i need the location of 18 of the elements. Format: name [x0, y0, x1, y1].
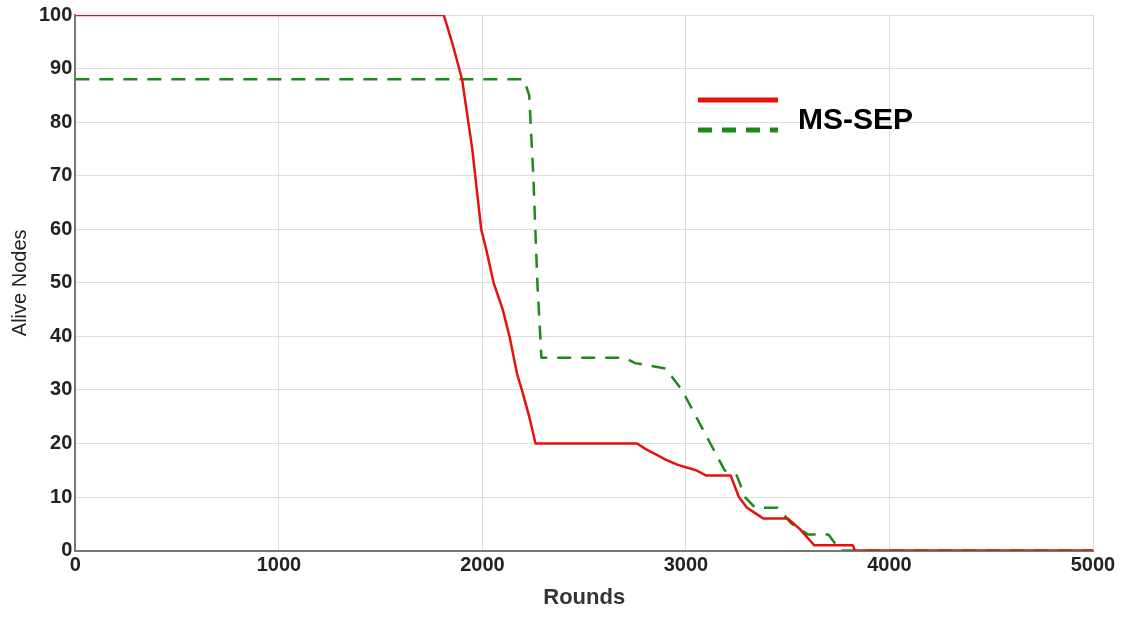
y-tick-label: 60	[50, 216, 73, 239]
x-tick-label: 3000	[663, 553, 709, 576]
x-tick-label: 2000	[460, 553, 505, 576]
y-tick-label: 10	[50, 484, 73, 507]
x-tick-label: 1000	[256, 553, 302, 576]
y-tick-label: 80	[50, 109, 73, 132]
y-tick-label: 100	[38, 2, 73, 25]
x-axis-title: Rounds	[543, 583, 626, 609]
y-tick-label: 90	[50, 56, 73, 79]
y-tick-label: 20	[50, 431, 73, 453]
y-tick-label: 50	[50, 270, 73, 293]
y-tick-label: 70	[50, 163, 73, 186]
y-tick-label: 40	[50, 323, 73, 346]
y-axis-title: Alive Nodes	[7, 229, 30, 337]
x-tick-label: 5000	[1070, 553, 1116, 576]
x-tick-label: 4000	[867, 553, 912, 576]
text: MS-SEP	[797, 102, 914, 136]
y-tick-label: 30	[50, 377, 73, 400]
